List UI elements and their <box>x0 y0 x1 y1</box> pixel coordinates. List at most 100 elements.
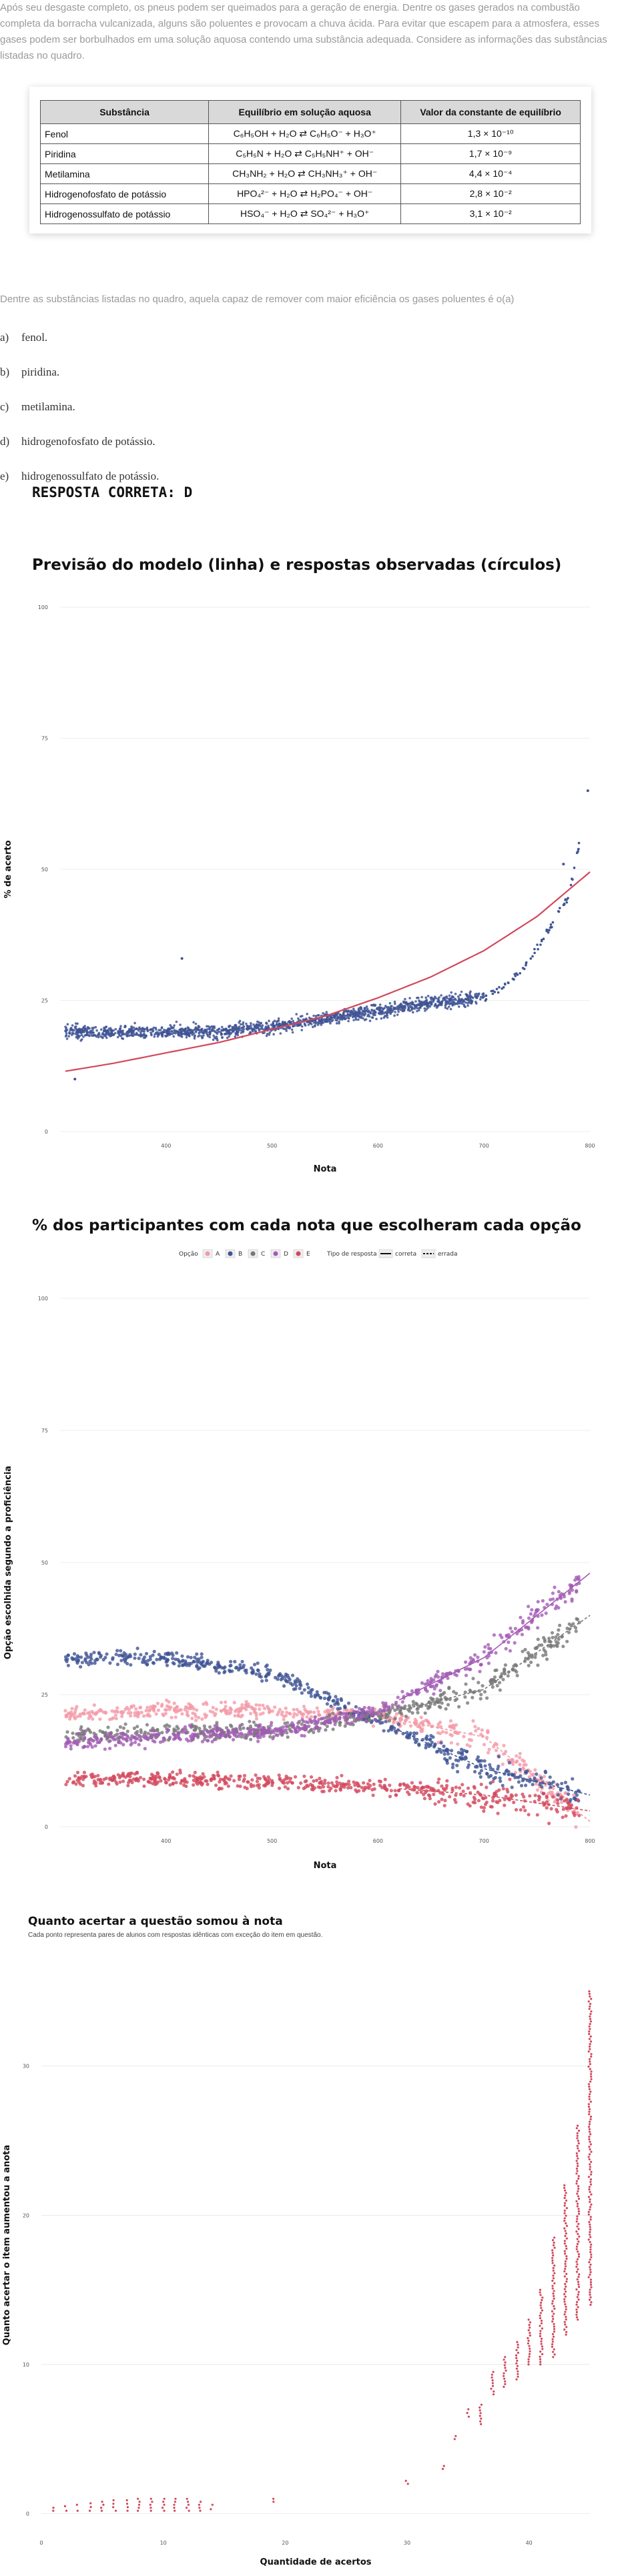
gain-point <box>589 2020 593 2023</box>
point-option-E <box>178 1771 182 1775</box>
gain-point <box>589 2073 593 2076</box>
gain-point <box>589 2143 592 2146</box>
point-option-B <box>571 1777 575 1781</box>
point-option-B <box>556 1783 560 1787</box>
point-option-E <box>366 1782 370 1786</box>
observed-point <box>204 1028 207 1031</box>
point-option-E <box>192 1778 196 1783</box>
point-option-C <box>554 1635 558 1639</box>
point-option-E <box>433 1802 437 1806</box>
point-option-D <box>570 1588 575 1592</box>
gain-point <box>479 2412 482 2415</box>
point-option-C <box>396 1707 400 1711</box>
point-option-D <box>390 1703 394 1707</box>
point-option-C <box>535 1645 539 1649</box>
point-option-D <box>226 1733 230 1737</box>
gain-point <box>553 2282 556 2284</box>
point-option-E <box>117 1775 121 1779</box>
point-option-E <box>249 1785 254 1789</box>
point-option-B <box>439 1741 443 1745</box>
point-option-C <box>547 1637 551 1641</box>
chart1-ytick-label: 0 <box>45 1129 48 1135</box>
point-option-B <box>200 1663 204 1667</box>
point-option-E <box>561 1815 565 1819</box>
option-a[interactable]: a) fenol. <box>0 331 47 344</box>
observed-point <box>418 1009 420 1011</box>
point-option-C <box>242 1726 246 1730</box>
legend-swatch <box>296 1251 301 1256</box>
point-option-D <box>218 1733 222 1737</box>
observed-point <box>342 1015 346 1018</box>
observed-point <box>240 1029 243 1032</box>
option-d[interactable]: d) hidrogenofosfato de potássio. <box>0 435 156 448</box>
point-option-A <box>482 1743 487 1747</box>
observed-point <box>112 1029 115 1032</box>
observed-point <box>272 1033 275 1035</box>
point-option-B <box>256 1668 260 1672</box>
point-option-E <box>551 1795 555 1799</box>
gain-point <box>480 2417 483 2420</box>
point-option-E <box>368 1779 372 1783</box>
point-option-B <box>145 1663 149 1667</box>
point-option-B <box>115 1663 119 1667</box>
gain-point <box>590 2173 593 2176</box>
chart1-xtick-label: 800 <box>585 1143 595 1149</box>
gain-point <box>577 2208 580 2210</box>
point-option-B <box>85 1661 89 1665</box>
observed-point <box>369 1011 372 1013</box>
point-option-D <box>508 1649 513 1653</box>
point-option-A <box>67 1711 71 1715</box>
chart1-title: Previsão do modelo (linha) e respostas o… <box>32 556 562 574</box>
gain-point <box>563 2184 566 2187</box>
option-e[interactable]: e) hidrogenossulfato de potássio. <box>0 470 159 483</box>
chart3-xtick-label: 0 <box>39 2540 43 2546</box>
gain-point <box>552 2244 555 2246</box>
chart1-xtick-label: 700 <box>479 1143 489 1149</box>
option-b[interactable]: b) piridina. <box>0 366 59 379</box>
point-option-E <box>356 1781 360 1785</box>
point-option-E <box>172 1777 176 1781</box>
point-option-C <box>380 1714 384 1718</box>
point-option-A <box>421 1719 425 1724</box>
point-option-D <box>206 1729 210 1733</box>
observed-point <box>448 999 452 1002</box>
point-option-A <box>302 1712 306 1716</box>
point-option-E <box>286 1787 290 1791</box>
point-option-B <box>201 1659 205 1663</box>
point-option-D <box>356 1710 360 1714</box>
option-c[interactable]: c) metilamina. <box>0 400 75 414</box>
gain-point <box>589 2298 591 2301</box>
point-option-C <box>477 1681 481 1685</box>
observed-point <box>390 1005 392 1008</box>
point-option-B <box>324 1691 328 1695</box>
point-option-E <box>81 1783 85 1787</box>
point-option-B <box>464 1755 468 1759</box>
point-option-B <box>462 1749 466 1753</box>
point-option-B <box>177 1664 181 1668</box>
point-option-E <box>266 1782 270 1786</box>
point-option-B <box>430 1740 434 1745</box>
point-option-B <box>309 1691 313 1695</box>
gain-point <box>492 2371 495 2373</box>
observed-point <box>242 1031 245 1033</box>
gain-point <box>588 1990 591 1993</box>
point-option-E <box>442 1803 446 1807</box>
gain-point <box>575 2288 578 2291</box>
point-option-A <box>127 1707 131 1711</box>
observed-point <box>95 1035 98 1038</box>
point-option-D <box>513 1641 517 1645</box>
point-option-A <box>462 1735 466 1739</box>
gain-point <box>565 2326 568 2328</box>
gain-point <box>563 2313 566 2316</box>
observed-point <box>266 1027 269 1030</box>
observed-point <box>250 1024 252 1027</box>
gain-point <box>589 2190 591 2193</box>
observed-point <box>213 1025 216 1028</box>
observed-point <box>456 1002 458 1005</box>
point-option-B <box>450 1765 455 1769</box>
gain-point <box>479 2409 481 2412</box>
point-option-A <box>120 1714 124 1719</box>
gain-point <box>576 2137 579 2140</box>
observed-point <box>146 1029 149 1032</box>
observed-point <box>408 997 411 999</box>
